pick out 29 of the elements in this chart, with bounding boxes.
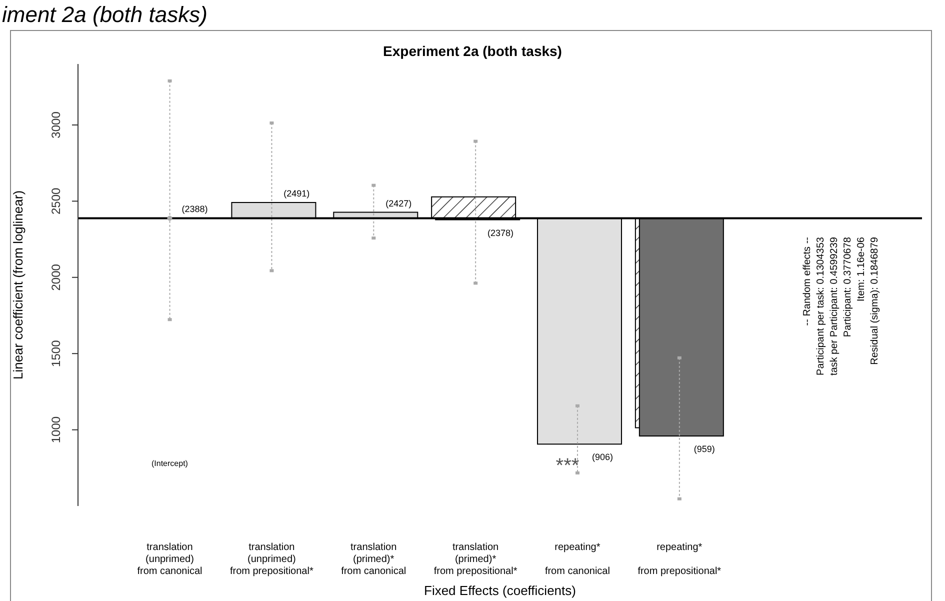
y-tick-label: 2000 — [49, 264, 63, 291]
annotation: (Intercept) — [152, 459, 188, 468]
data-label: (2378) — [488, 228, 514, 238]
category-label: repeating* from prepositional* — [638, 542, 722, 577]
ref-line-label: (2388) — [182, 204, 208, 214]
chart-title: Experiment 2a (both tasks) — [382, 43, 563, 59]
category-label: repeating* from canonical — [544, 542, 610, 577]
data-label: (906) — [592, 452, 613, 462]
text: Residual (sigma): 0.1846879 — [870, 236, 880, 365]
text: Item: 1.16e-06 — [856, 236, 867, 302]
annotation: *** — [556, 455, 580, 478]
text: Participant per task: 0.1304353 — [816, 236, 826, 376]
x-tick-label: translation (primed)* from prepositional* — [434, 542, 518, 577]
y-tick-label: 1000 — [49, 416, 63, 444]
text: Participant: 0.3770678 — [842, 236, 854, 338]
x-tick-label: translation (primed)* from canonical — [341, 542, 406, 577]
text: iment 2a (both tasks) — [2, 2, 208, 28]
text: -- Random effects -- — [802, 237, 813, 326]
y-tick-label: 3000 — [49, 111, 63, 138]
x-tick-label: translation (unprimed) from canonical — [137, 542, 202, 577]
y-tick-label: 1500 — [49, 340, 63, 367]
data-label: (959) — [694, 444, 715, 454]
text: task per Participant: 0.4599239 — [829, 236, 840, 376]
y-axis-title: Linear coefficient (from loglinear) — [10, 190, 26, 380]
x-tick-label: translation (unprimed) from prepositional* — [230, 542, 314, 577]
data-label: (2427) — [386, 198, 412, 208]
data-label: (2491) — [284, 188, 310, 199]
x-axis-title: Fixed Effects (coefficients) — [424, 583, 576, 598]
y-tick-label: 2500 — [49, 188, 63, 215]
